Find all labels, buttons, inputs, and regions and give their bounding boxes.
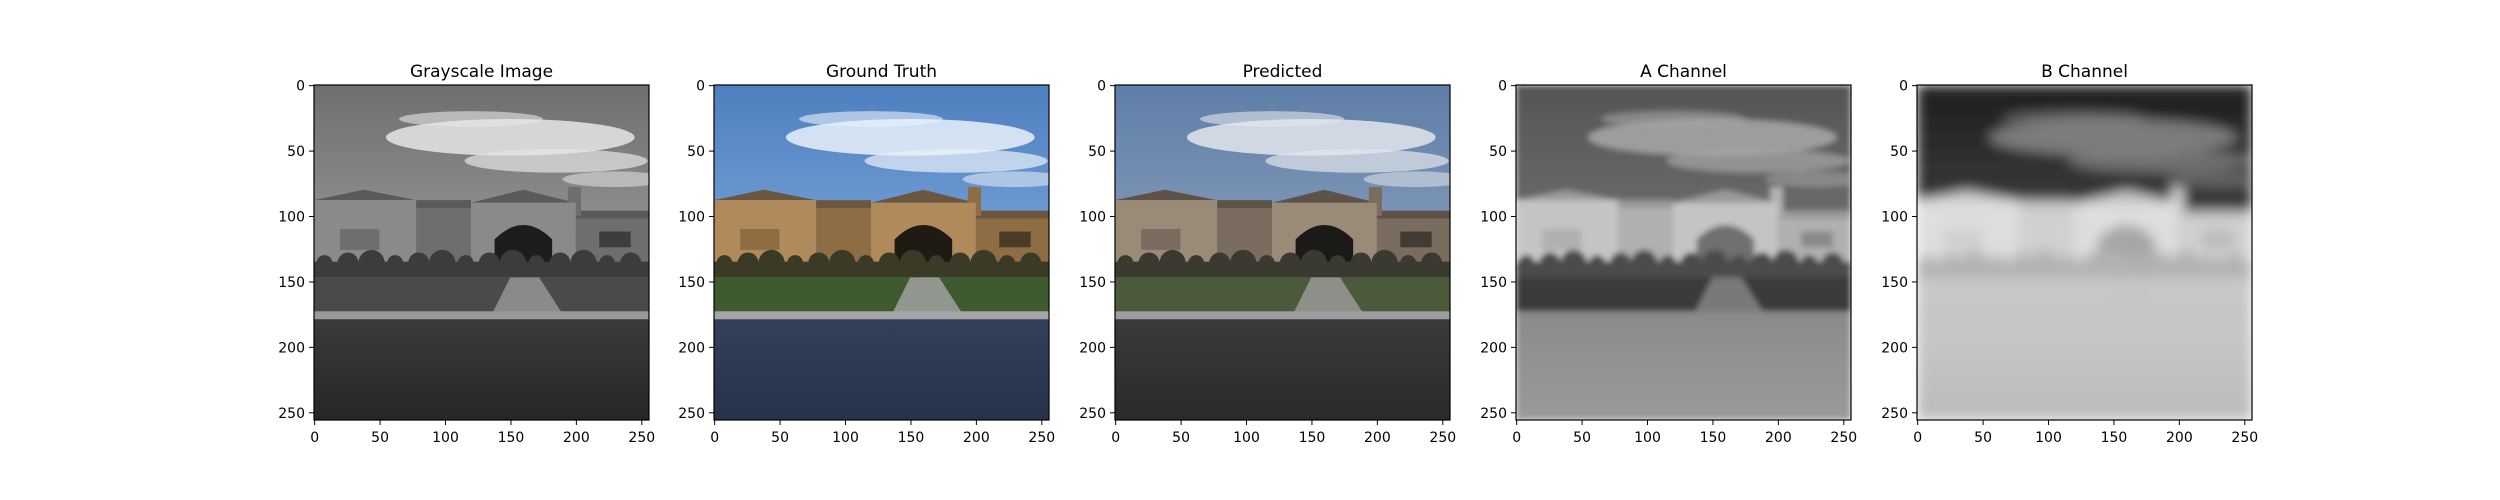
house-photo-image: [1917, 85, 2252, 420]
house-photo-image: [1516, 85, 1851, 420]
panel-title: Ground Truth: [826, 62, 937, 82]
y-tick-label: 200: [1480, 340, 1507, 356]
x-tick-label: 0: [710, 430, 719, 446]
axis-ticks: 0 50 100 150 200 250 0 50 100 150 200 250: [678, 79, 1055, 446]
x-tick-label: 150: [2101, 430, 2128, 446]
x-tick-label: 100: [2035, 430, 2062, 446]
x-tick-label: 250: [1830, 430, 1857, 446]
y-tick-label: 200: [278, 340, 305, 356]
y-tick-label: 100: [1079, 210, 1106, 226]
panel-title: Grayscale Image: [410, 62, 553, 82]
y-tick-label: 0: [296, 79, 305, 95]
axes-frame: [313, 84, 650, 421]
y-tick-label: 100: [278, 210, 305, 226]
x-tick-label: 100: [1233, 430, 1260, 446]
axis-ticks: 0 50 100 150 200 250 0 50 100 150 200 250: [1480, 79, 1857, 446]
house-photo-image: [314, 85, 649, 420]
x-tick-label: 100: [1634, 430, 1661, 446]
y-tick-label: 200: [1079, 340, 1106, 356]
axes-frame: [1515, 84, 1852, 421]
x-tick-label: 50: [771, 430, 789, 446]
axis-ticks: 0 50 100 150 200 250 0 50 100 150 200 250: [1079, 79, 1456, 446]
x-tick-label: 200: [1765, 430, 1792, 446]
x-tick-label: 200: [1364, 430, 1391, 446]
x-tick-label: 150: [1700, 430, 1727, 446]
x-tick-label: 50: [1573, 430, 1591, 446]
x-tick-label: 200: [2166, 430, 2193, 446]
y-tick-label: 150: [678, 275, 705, 291]
panel-title: B Channel: [2041, 62, 2128, 82]
x-tick-label: 100: [832, 430, 859, 446]
y-tick-label: 0: [1097, 79, 1106, 95]
x-tick-label: 200: [563, 430, 590, 446]
x-tick-label: 50: [371, 430, 389, 446]
x-tick-label: 0: [1111, 430, 1120, 446]
y-tick-label: 250: [1079, 406, 1106, 422]
y-tick-label: 150: [1480, 275, 1507, 291]
y-tick-label: 0: [1899, 79, 1908, 95]
x-tick-label: 0: [1913, 430, 1922, 446]
panel-a-channel: A Channel 0 50 100 150 200 250 0 50 100 150 200 250: [1480, 62, 1857, 446]
panel-b-channel: B Channel 0 50 100 150 200 250 0 50 100 150 200 250: [1881, 62, 2258, 446]
x-tick-label: 250: [628, 430, 655, 446]
y-tick-label: 150: [1881, 275, 1908, 291]
x-tick-label: 100: [432, 430, 459, 446]
x-tick-label: 50: [1172, 430, 1190, 446]
x-tick-label: 150: [898, 430, 925, 446]
x-tick-label: 250: [1429, 430, 1456, 446]
x-tick-label: 200: [963, 430, 990, 446]
axis-ticks: 0 50 100 150 200 250 0 50 100 150 200 250: [278, 79, 655, 446]
y-tick-label: 50: [1890, 144, 1908, 160]
axis-ticks: 0 50 100 150 200 250 0 50 100 150 200 250: [1881, 79, 2258, 446]
y-tick-label: 150: [1079, 275, 1106, 291]
panel-grayscale: Grayscale Image 0 50 100 150 200 250 0 50 100 150 2…: [278, 62, 655, 446]
house-photo-image: [714, 85, 1049, 420]
axes-frame: [1916, 84, 2253, 421]
y-tick-label: 250: [1881, 406, 1908, 422]
house-photo-image: [1115, 85, 1450, 420]
x-tick-label: 50: [1974, 430, 1992, 446]
panel-title: A Channel: [1640, 62, 1727, 82]
y-tick-label: 0: [696, 79, 705, 95]
y-tick-label: 250: [278, 406, 305, 422]
x-tick-label: 250: [1028, 430, 1055, 446]
x-tick-label: 250: [2231, 430, 2258, 446]
x-tick-label: 0: [310, 430, 319, 446]
x-tick-label: 0: [1512, 430, 1521, 446]
panel-predicted: Predicted 0 50 100 150 200 250 0 50 100 150 200 250: [1079, 62, 1456, 446]
y-tick-label: 100: [678, 210, 705, 226]
y-tick-label: 50: [1489, 144, 1507, 160]
panel-ground-truth: Ground Truth 0 50 100 150 200 250 0 50 100 150 200 2…: [678, 62, 1055, 446]
y-tick-label: 100: [1480, 210, 1507, 226]
y-tick-label: 200: [678, 340, 705, 356]
y-tick-label: 50: [287, 144, 305, 160]
axes-frame: [713, 84, 1050, 421]
y-tick-label: 0: [1498, 79, 1507, 95]
y-tick-label: 200: [1881, 340, 1908, 356]
axes-frame: [1114, 84, 1451, 421]
y-tick-label: 150: [278, 275, 305, 291]
y-tick-label: 50: [687, 144, 705, 160]
y-tick-label: 50: [1088, 144, 1106, 160]
x-tick-label: 150: [498, 430, 525, 446]
panel-title: Predicted: [1243, 62, 1323, 82]
y-tick-label: 250: [1480, 406, 1507, 422]
x-tick-label: 150: [1299, 430, 1326, 446]
y-tick-label: 250: [678, 406, 705, 422]
y-tick-label: 100: [1881, 210, 1908, 226]
